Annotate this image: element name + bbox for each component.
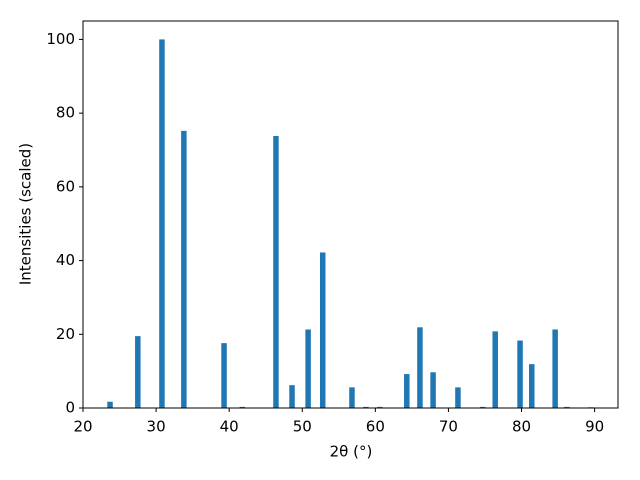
bar <box>564 406 570 408</box>
x-tick-label: 40 <box>220 418 239 436</box>
bar <box>480 406 486 408</box>
x-tick-label: 90 <box>585 418 604 436</box>
y-tick-label: 60 <box>56 177 75 195</box>
y-tick-label: 80 <box>56 104 75 122</box>
y-tick-label: 100 <box>46 30 75 48</box>
bar <box>404 374 410 408</box>
bar <box>239 406 246 408</box>
bar <box>455 387 461 408</box>
bar <box>552 329 558 408</box>
x-axis-label: 2θ (°) <box>330 443 373 461</box>
x-tick-label: 30 <box>147 418 166 436</box>
bar <box>376 406 383 408</box>
bar <box>417 327 423 408</box>
y-tick-label: 40 <box>56 251 75 269</box>
x-tick-label: 70 <box>439 418 458 436</box>
bar <box>159 39 165 409</box>
bar <box>135 336 141 408</box>
bar <box>529 364 535 408</box>
bar <box>221 343 227 408</box>
bar <box>273 135 279 408</box>
bar <box>492 331 498 408</box>
y-axis-label: Intensities (scaled) <box>17 143 35 285</box>
bar <box>430 372 436 408</box>
plot-frame <box>82 20 619 409</box>
bar <box>181 130 187 408</box>
bar <box>107 401 113 408</box>
bar <box>289 385 295 408</box>
bar <box>319 252 326 408</box>
y-tick-label: 0 <box>65 399 75 417</box>
x-tick-label: 60 <box>366 418 385 436</box>
bar <box>349 387 355 408</box>
x-tick-label: 50 <box>293 418 312 436</box>
y-tick-label: 20 <box>56 325 75 343</box>
bar <box>305 329 311 408</box>
x-tick-label: 20 <box>73 418 92 436</box>
bar <box>363 406 369 408</box>
bar <box>517 340 523 408</box>
x-tick-label: 80 <box>512 418 531 436</box>
